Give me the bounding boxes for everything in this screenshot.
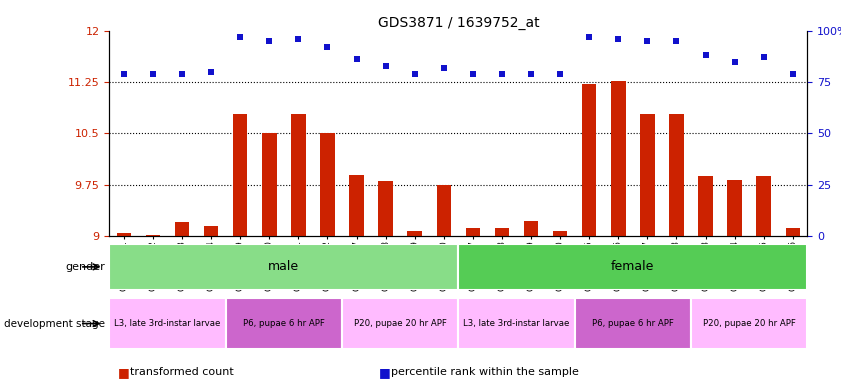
Point [757, 55, 770, 61]
Text: ■: ■ [378, 366, 390, 379]
Bar [640, 114, 654, 236]
Point [437, 65, 451, 71]
Bar [669, 114, 684, 236]
Bar [727, 180, 742, 236]
Point [669, 38, 683, 44]
Bar [611, 81, 626, 236]
Point [175, 71, 188, 77]
Point [466, 71, 479, 77]
Point [786, 71, 800, 77]
Bar [785, 228, 800, 236]
Bar [466, 228, 480, 236]
Title: GDS3871 / 1639752_at: GDS3871 / 1639752_at [378, 16, 539, 30]
Text: female: female [611, 260, 654, 273]
Bar [109, 244, 458, 290]
Bar [407, 231, 422, 236]
Text: percentile rank within the sample: percentile rank within the sample [391, 367, 579, 377]
Bar [117, 233, 131, 236]
Bar [175, 222, 189, 236]
Bar [204, 226, 219, 236]
Point [262, 38, 276, 44]
Point [292, 36, 305, 42]
Bar [233, 114, 247, 236]
Point [641, 38, 654, 44]
Text: P6, pupae 6 hr APF: P6, pupae 6 hr APF [243, 319, 325, 328]
Text: P20, pupae 20 hr APF: P20, pupae 20 hr APF [354, 319, 447, 328]
Bar [109, 298, 225, 349]
Point [234, 34, 247, 40]
Text: ■: ■ [118, 366, 130, 379]
Point [553, 71, 567, 77]
Text: L3, late 3rd-instar larvae: L3, late 3rd-instar larvae [463, 319, 569, 328]
Text: gender: gender [66, 262, 105, 272]
Bar [225, 298, 342, 349]
Bar [291, 114, 305, 236]
Point [728, 58, 742, 65]
Bar [436, 185, 451, 236]
Text: development stage: development stage [4, 318, 105, 329]
Bar [262, 133, 277, 236]
Bar [495, 228, 510, 236]
Bar [145, 235, 161, 236]
Bar [698, 176, 713, 236]
Bar [320, 133, 335, 236]
Point [583, 34, 596, 40]
Point [204, 69, 218, 75]
Point [699, 52, 712, 58]
Point [379, 63, 393, 69]
Bar [524, 221, 538, 236]
Point [611, 36, 625, 42]
Bar [342, 298, 458, 349]
Point [146, 71, 160, 77]
Text: P6, pupae 6 hr APF: P6, pupae 6 hr APF [592, 319, 674, 328]
Point [495, 71, 509, 77]
Bar [378, 181, 393, 236]
Bar [574, 298, 691, 349]
Bar [458, 298, 574, 349]
Bar [582, 84, 596, 236]
Bar [691, 298, 807, 349]
Text: transformed count: transformed count [130, 367, 234, 377]
Bar [458, 244, 807, 290]
Text: male: male [268, 260, 299, 273]
Point [524, 71, 537, 77]
Point [320, 44, 334, 50]
Bar [756, 176, 771, 236]
Bar [553, 231, 568, 236]
Point [350, 56, 363, 63]
Point [117, 71, 130, 77]
Text: P20, pupae 20 hr APF: P20, pupae 20 hr APF [703, 319, 796, 328]
Bar [349, 174, 364, 236]
Text: L3, late 3rd-instar larvae: L3, late 3rd-instar larvae [114, 319, 220, 328]
Point [408, 71, 421, 77]
